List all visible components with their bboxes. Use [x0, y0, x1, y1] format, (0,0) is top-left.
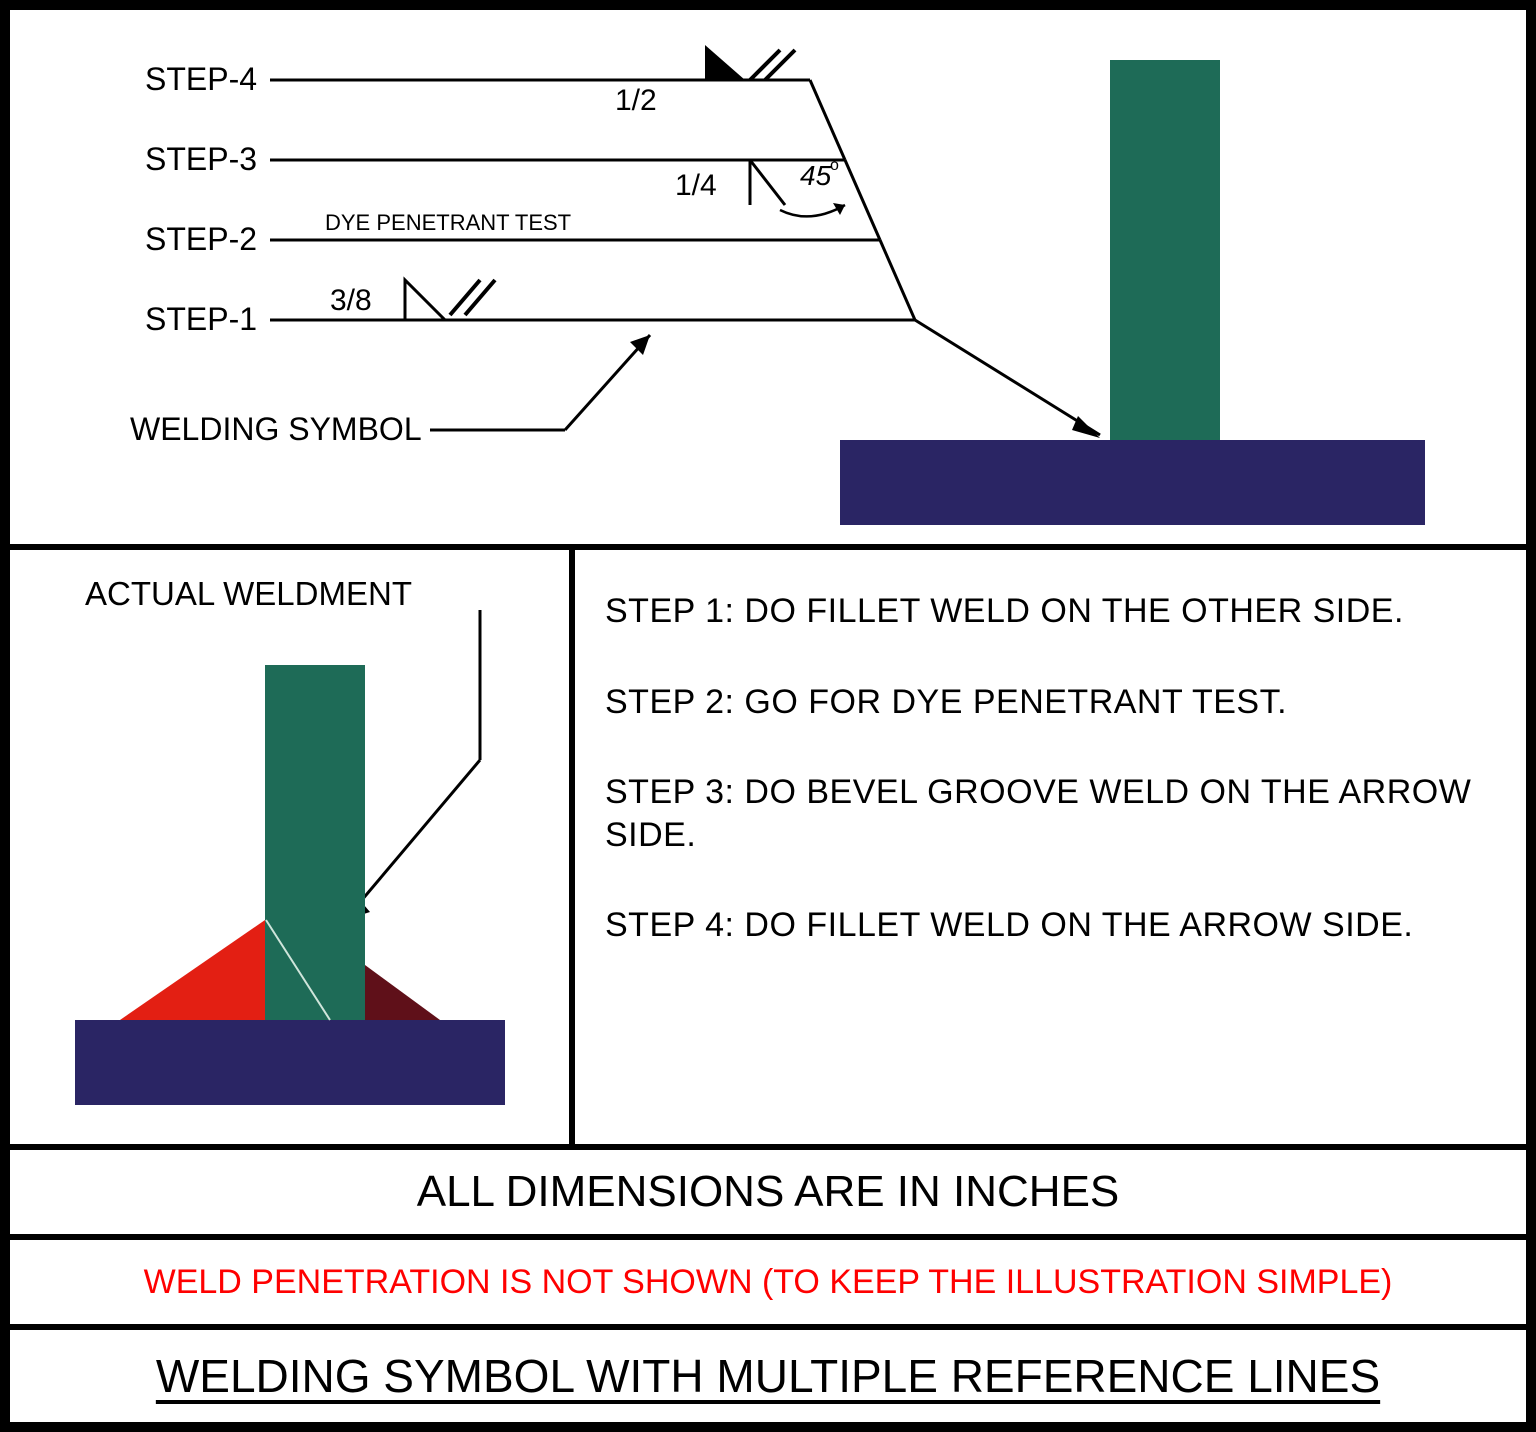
label-step3: STEP-3 — [145, 141, 257, 177]
label-step4: STEP-4 — [145, 61, 257, 97]
steps-descriptions: STEP 1: DO FILLET WELD ON THE OTHER SIDE… — [575, 550, 1526, 1144]
step1-desc: STEP 1: DO FILLET WELD ON THE OTHER SIDE… — [605, 590, 1496, 633]
title-row: WELDING SYMBOL WITH MULTIPLE REFERENCE L… — [10, 1330, 1526, 1422]
dims-text: ALL DIMENSIONS ARE IN INCHES — [417, 1167, 1120, 1217]
slash1-step4 — [750, 50, 780, 80]
dimensions-row: ALL DIMENSIONS ARE IN INCHES — [10, 1150, 1526, 1240]
warning-text: WELD PENETRATION IS NOT SHOWN (TO KEEP T… — [144, 1263, 1393, 1302]
fillet-right-dark — [365, 965, 440, 1020]
vertical-bar — [1110, 60, 1220, 440]
frac-12-text: 1/2 — [615, 84, 657, 117]
actual-weldment-panel: ACTUAL WELDMENT — [10, 550, 575, 1144]
fillet-symbol-step4 — [705, 45, 745, 80]
welding-symbol-diagram: 1/2 1/4 45 o DYE PENETRANT TEST — [10, 10, 1526, 544]
title-text: WELDING SYMBOL WITH MULTIPLE REFERENCE L… — [156, 1349, 1380, 1403]
leader-arrow — [915, 320, 1100, 435]
angle-45: 45 — [800, 160, 832, 191]
label-step2: STEP-2 — [145, 221, 257, 257]
actual-weldment-label: ACTUAL WELDMENT — [85, 575, 412, 612]
leader-4-3 — [810, 80, 845, 160]
base-block — [840, 440, 1425, 525]
frac-14-text: 1/4 — [675, 169, 717, 202]
label-step1: STEP-1 — [145, 301, 257, 337]
step3-desc: STEP 3: DO BEVEL GROOVE WELD ON THE ARRO… — [605, 771, 1496, 856]
frac-38-text: 3/8 — [330, 284, 372, 317]
weldment-base — [75, 1020, 505, 1105]
leader-3-2 — [845, 160, 880, 240]
fillet-left — [120, 920, 265, 1020]
dye-test-text: DYE PENETRANT TEST — [325, 210, 571, 235]
slash2-step4 — [765, 50, 795, 80]
welding-symbol-label: WELDING SYMBOL — [130, 411, 422, 447]
leader-2-1 — [880, 240, 915, 320]
aw-arrow-d — [345, 760, 480, 920]
step4-desc: STEP 4: DO FILLET WELD ON THE ARROW SIDE… — [605, 904, 1496, 947]
top-panel: 1/2 1/4 45 o DYE PENETRANT TEST — [10, 10, 1526, 550]
weldment-svg: ACTUAL WELDMENT — [10, 550, 569, 1144]
slash1-step1 — [450, 280, 480, 315]
warning-row: WELD PENETRATION IS NOT SHOWN (TO KEEP T… — [10, 1240, 1526, 1330]
middle-row: ACTUAL WELDMENT STEP 1: — [10, 550, 1526, 1150]
fillet-symbol-step1 — [405, 280, 445, 320]
bevel-slant — [750, 160, 785, 205]
step2-desc: STEP 2: GO FOR DYE PENETRANT TEST. — [605, 681, 1496, 724]
main-container: 1/2 1/4 45 o DYE PENETRANT TEST — [0, 0, 1536, 1432]
deg-symbol: o — [830, 157, 839, 174]
slash2-step1 — [465, 280, 495, 315]
weldment-vertical — [265, 665, 365, 1020]
